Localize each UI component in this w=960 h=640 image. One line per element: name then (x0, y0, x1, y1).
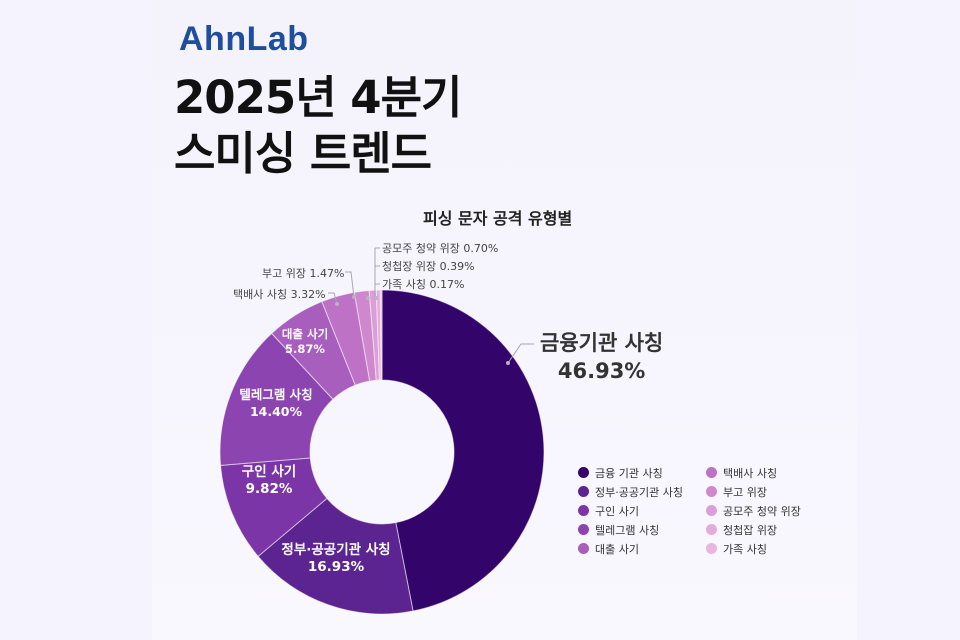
legend-item: 부고 위장 (706, 484, 826, 499)
title-line-1: 2025년 4분기 (174, 71, 462, 124)
legend-dot-icon (706, 543, 717, 554)
legend-item: 구인 사기 (578, 503, 706, 518)
legend-dot-icon (578, 505, 589, 516)
ahnlab-logo: AhnLab (179, 20, 309, 58)
title-line-2: 스미싱 트렌드 (174, 127, 432, 180)
legend-dot-icon (706, 486, 717, 497)
legend-dot-icon (706, 524, 717, 535)
label-ipo-disguise: 공모주 청약 위장 0.70% (382, 242, 499, 255)
legend-item: 공모주 청약 위장 (706, 503, 826, 518)
legend-item: 가족 사칭 (706, 541, 826, 556)
legend-item: 정부·공공기관 사칭 (578, 484, 706, 499)
label-family-impersonation: 가족 사칭 0.17% (382, 278, 465, 291)
label-job-scam: 구인 사기 9.82% (241, 464, 297, 497)
label-loan-scam: 대출 사기 5.87% (281, 327, 329, 356)
legend-dot-icon (578, 467, 589, 478)
legend-dot-icon (578, 543, 589, 554)
label-wedding-invite-disguise: 청첩장 위장 0.39% (382, 260, 475, 273)
legend-item: 택배사 사칭 (706, 465, 826, 480)
legend-dot-icon (578, 486, 589, 497)
donut-segment (257, 497, 414, 615)
callout-leader-lines (328, 247, 534, 365)
legend-dot-icon (706, 505, 717, 516)
label-financial-impersonation: 금융기관 사칭 46.93% (540, 331, 664, 383)
chart-title-text: 피싱 문자 공격 유형별 (423, 209, 573, 228)
label-obituary-disguise: 부고 위장 1.47% (262, 267, 345, 280)
donut-segment (379, 289, 383, 381)
label-telegram-impersonation: 텔레그램 사칭 14.40% (239, 387, 313, 419)
legend-item: 금융 기관 사칭 (578, 465, 706, 480)
legend-dot-icon (578, 524, 589, 535)
legend-item: 청첩잡 위장 (706, 522, 826, 537)
legend-item: 대출 사기 (578, 541, 706, 556)
label-gov-impersonation: 정부·공공기관 사칭 16.93% (281, 542, 391, 575)
donut-segment (381, 289, 545, 612)
legend-dot-icon (706, 467, 717, 478)
legend-item: 텔레그램 사칭 (578, 522, 706, 537)
donut-segments (219, 289, 545, 615)
label-delivery-impersonation: 택배사 사칭 3.32% (233, 288, 326, 301)
chart-legend: 금융 기관 사칭 택배사 사칭 정부·공공기관 사칭 부고 위장 구인 사기 공… (578, 465, 826, 556)
page-title: 2025년 4분기 스미싱 트렌드 (174, 70, 462, 182)
